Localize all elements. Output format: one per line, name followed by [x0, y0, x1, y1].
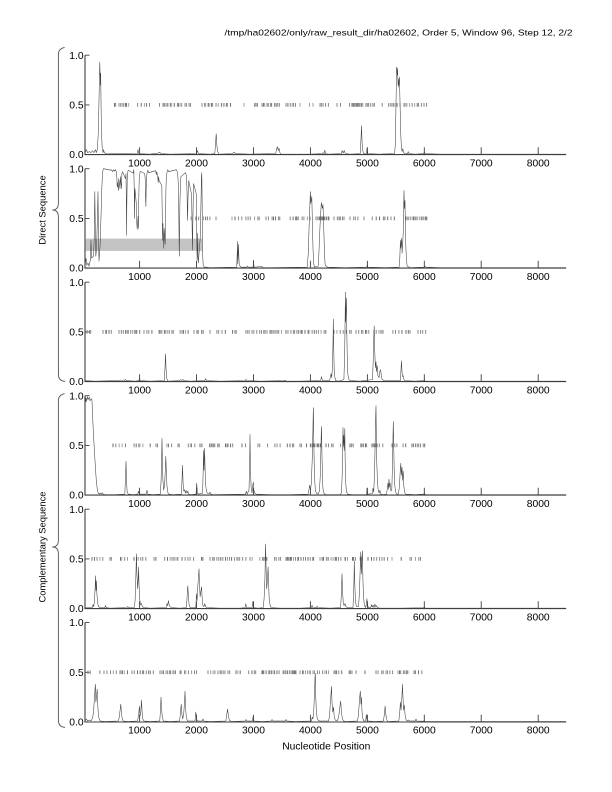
- svg-text:4000: 4000: [299, 385, 322, 396]
- svg-text:5000: 5000: [356, 158, 379, 169]
- svg-text:5000: 5000: [356, 385, 379, 396]
- svg-text:4000: 4000: [299, 499, 322, 510]
- svg-text:0.5: 0.5: [69, 100, 84, 111]
- svg-text:1000: 1000: [128, 726, 151, 737]
- svg-text:1000: 1000: [128, 272, 151, 283]
- svg-text:6000: 6000: [413, 385, 436, 396]
- svg-text:8000: 8000: [527, 612, 550, 623]
- svg-text:4000: 4000: [299, 726, 322, 737]
- svg-text:Nucleotide Position: Nucleotide Position: [282, 742, 370, 753]
- svg-text:1000: 1000: [128, 385, 151, 396]
- svg-text:7000: 7000: [470, 726, 493, 737]
- svg-text:1.0: 1.0: [69, 618, 84, 629]
- svg-text:3000: 3000: [242, 499, 265, 510]
- svg-text:0.0: 0.0: [69, 377, 84, 388]
- svg-text:2000: 2000: [185, 385, 208, 396]
- svg-text:0.0: 0.0: [69, 264, 84, 275]
- svg-text:8000: 8000: [527, 158, 550, 169]
- svg-text:0.5: 0.5: [69, 214, 84, 225]
- svg-text:8000: 8000: [527, 272, 550, 283]
- svg-text:8000: 8000: [527, 726, 550, 737]
- svg-text:Direct Sequence: Direct Sequence: [37, 175, 48, 244]
- svg-text:1000: 1000: [128, 499, 151, 510]
- svg-text:1000: 1000: [128, 612, 151, 623]
- svg-text:5000: 5000: [356, 499, 379, 510]
- svg-text:2000: 2000: [185, 272, 208, 283]
- svg-text:2000: 2000: [185, 499, 208, 510]
- svg-text:4000: 4000: [299, 612, 322, 623]
- svg-text:0.0: 0.0: [69, 491, 84, 502]
- svg-text:1.0: 1.0: [69, 164, 84, 175]
- svg-text:0.0: 0.0: [69, 150, 84, 161]
- svg-text:3000: 3000: [242, 158, 265, 169]
- svg-text:7000: 7000: [470, 499, 493, 510]
- svg-text:0.5: 0.5: [69, 668, 84, 679]
- svg-text:8000: 8000: [527, 385, 550, 396]
- svg-text:2000: 2000: [185, 612, 208, 623]
- svg-text:1000: 1000: [128, 158, 151, 169]
- svg-text:6000: 6000: [413, 726, 436, 737]
- svg-text:4000: 4000: [299, 272, 322, 283]
- svg-text:2000: 2000: [185, 726, 208, 737]
- svg-text:0.5: 0.5: [69, 327, 84, 338]
- svg-text:6000: 6000: [413, 158, 436, 169]
- svg-text:8000: 8000: [527, 499, 550, 510]
- svg-text:0.0: 0.0: [69, 604, 84, 615]
- svg-text:6000: 6000: [413, 612, 436, 623]
- svg-text:3000: 3000: [242, 385, 265, 396]
- svg-text:7000: 7000: [470, 385, 493, 396]
- svg-text:Complementary Sequence: Complementary Sequence: [36, 491, 47, 602]
- svg-text:3000: 3000: [242, 726, 265, 737]
- svg-text:7000: 7000: [470, 612, 493, 623]
- svg-text:3000: 3000: [242, 272, 265, 283]
- svg-text:6000: 6000: [413, 272, 436, 283]
- svg-text:6000: 6000: [413, 499, 436, 510]
- svg-text:3000: 3000: [242, 612, 265, 623]
- svg-text:0.5: 0.5: [69, 441, 84, 452]
- svg-text:2000: 2000: [185, 158, 208, 169]
- svg-text:7000: 7000: [470, 272, 493, 283]
- svg-text:5000: 5000: [356, 726, 379, 737]
- svg-text:1.0: 1.0: [69, 391, 84, 402]
- svg-text:1.0: 1.0: [69, 505, 84, 516]
- svg-text:5000: 5000: [356, 612, 379, 623]
- svg-text:7000: 7000: [470, 158, 493, 169]
- svg-text:/tmp/ha02602/only/raw_result_d: /tmp/ha02602/only/raw_result_dir/ha02602…: [225, 27, 573, 37]
- svg-text:0.5: 0.5: [69, 554, 84, 565]
- svg-text:5000: 5000: [356, 272, 379, 283]
- svg-text:0.0: 0.0: [69, 718, 84, 729]
- svg-text:1.0: 1.0: [69, 51, 84, 62]
- svg-text:4000: 4000: [299, 158, 322, 169]
- svg-text:1.0: 1.0: [69, 278, 84, 289]
